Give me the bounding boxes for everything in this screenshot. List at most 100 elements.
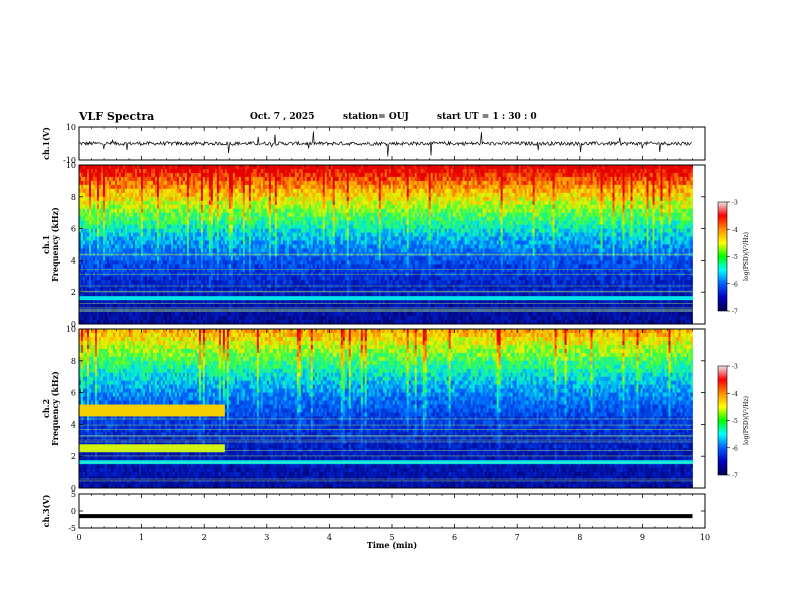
spectrogram-cell — [84, 296, 88, 301]
spectrogram-cell — [156, 216, 160, 222]
spectrogram-cell — [81, 188, 84, 194]
spectrogram-cell — [114, 272, 118, 277]
spectrogram-cell — [136, 184, 140, 190]
spectrogram-cell — [150, 208, 154, 214]
spectrogram-cell — [158, 272, 162, 277]
spectrogram-cell — [81, 228, 84, 233]
spectrogram-cell — [88, 272, 92, 277]
spectrogram-cell — [102, 208, 106, 214]
spectrogram-cell — [150, 232, 154, 237]
spectrogram-cell — [136, 272, 140, 277]
spectrogram-cell — [164, 244, 168, 249]
spectrogram-cell — [156, 224, 160, 230]
spectrogram-cell — [132, 180, 136, 186]
spectrogram-cell — [142, 212, 146, 218]
spectrogram-cell — [96, 288, 100, 293]
spectrogram-cell — [116, 268, 120, 273]
spectrogram-cell — [81, 172, 84, 178]
spectrogram-cell — [88, 188, 92, 194]
spectrogram-cell — [106, 268, 110, 273]
spectrogram-cell — [130, 200, 134, 206]
spectrogram-cell — [160, 176, 164, 182]
spectrogram-cell — [110, 176, 114, 182]
spectrogram-cell — [128, 224, 132, 230]
spectrogram-cell — [112, 292, 116, 297]
spectrogram-cell — [152, 248, 156, 253]
spectrogram-cell — [144, 256, 148, 261]
spectrogram-cell — [94, 200, 98, 206]
spectrogram-cell — [134, 216, 138, 222]
spectrogram-cell — [118, 200, 122, 206]
spectrogram-cell — [172, 165, 176, 170]
spectrogram-cell — [120, 304, 124, 309]
spectrogram-cell — [116, 240, 120, 245]
spectrogram-cell — [134, 196, 138, 202]
spectrogram-cell — [116, 200, 120, 206]
spectrogram-cell — [148, 200, 152, 206]
spectrogram-cell — [144, 280, 148, 285]
spectrogram-cell — [88, 284, 92, 289]
spectrogram-cell — [128, 240, 132, 245]
spectrogram-cell — [128, 172, 132, 178]
spectrogram-cell — [138, 240, 142, 245]
spectrogram-cell — [120, 208, 124, 214]
spectrogram-cell — [88, 280, 92, 285]
spectrogram-cell — [108, 200, 112, 206]
spectrogram-cell — [150, 176, 154, 182]
spectrogram-cell — [112, 236, 116, 241]
spectrogram-cell — [96, 320, 100, 325]
spectrogram-cell — [92, 232, 96, 237]
spectrogram-cell — [86, 188, 90, 194]
spectrogram-cell — [152, 240, 156, 245]
spectrogram-cell — [120, 292, 124, 297]
spectrogram-cell — [142, 304, 146, 309]
spectrogram-cell — [104, 320, 108, 325]
spectrogram-cell — [142, 188, 146, 194]
spectrogram-cell — [79, 312, 82, 317]
spectrogram-cell — [90, 256, 94, 261]
spectrogram-cell — [94, 208, 98, 214]
spectrogram-cell — [83, 296, 86, 301]
spectrogram-cell — [94, 172, 98, 178]
spectrogram-cell — [148, 192, 152, 198]
spectrogram-cell — [164, 212, 168, 218]
spectrogram-cell — [98, 216, 102, 222]
spectrogram-cell — [130, 176, 134, 182]
spectrogram-cell — [100, 316, 104, 321]
spectrogram-cell — [83, 200, 86, 206]
spectrogram-cell — [134, 224, 138, 230]
spectrogram-cell — [140, 188, 144, 194]
spectrogram-cell — [144, 312, 148, 317]
spectrogram-cell — [84, 188, 88, 194]
spectrogram-cell — [154, 244, 158, 249]
spectrogram-cell — [98, 304, 102, 309]
spectrogram-cell — [114, 312, 118, 317]
spectrogram-cell — [150, 248, 154, 253]
spectrogram-cell — [156, 184, 160, 190]
spectrogram-cell — [88, 204, 92, 210]
spectrogram-cell — [88, 236, 92, 241]
spectrogram-cell — [90, 168, 94, 174]
spectrogram-cell — [166, 172, 170, 178]
spectrogram-cell — [83, 244, 86, 249]
spectrogram-cell — [140, 165, 144, 170]
spectrogram-cell — [100, 180, 104, 186]
spectrogram-cell — [132, 176, 136, 182]
spectrogram-cell — [156, 228, 160, 233]
spectrogram-cell — [100, 284, 104, 289]
spectrogram-cell — [114, 192, 118, 198]
spectrogram-cell — [158, 228, 162, 233]
spectrogram-cell — [92, 304, 96, 309]
spectrogram-cell — [136, 224, 140, 230]
spectrogram-cell — [116, 192, 120, 198]
spectrogram-cell — [86, 300, 90, 305]
spectrogram-cell — [106, 184, 110, 190]
spectrogram-cell — [132, 292, 136, 297]
spectrogram-cell — [88, 220, 92, 226]
spectrogram-cell — [110, 216, 114, 222]
spectrogram-cell — [108, 192, 112, 198]
spectrogram-cell — [122, 280, 126, 285]
spectrogram-cell — [86, 204, 90, 210]
spectrogram-cell — [156, 284, 160, 289]
spectrogram-cell — [104, 176, 108, 182]
